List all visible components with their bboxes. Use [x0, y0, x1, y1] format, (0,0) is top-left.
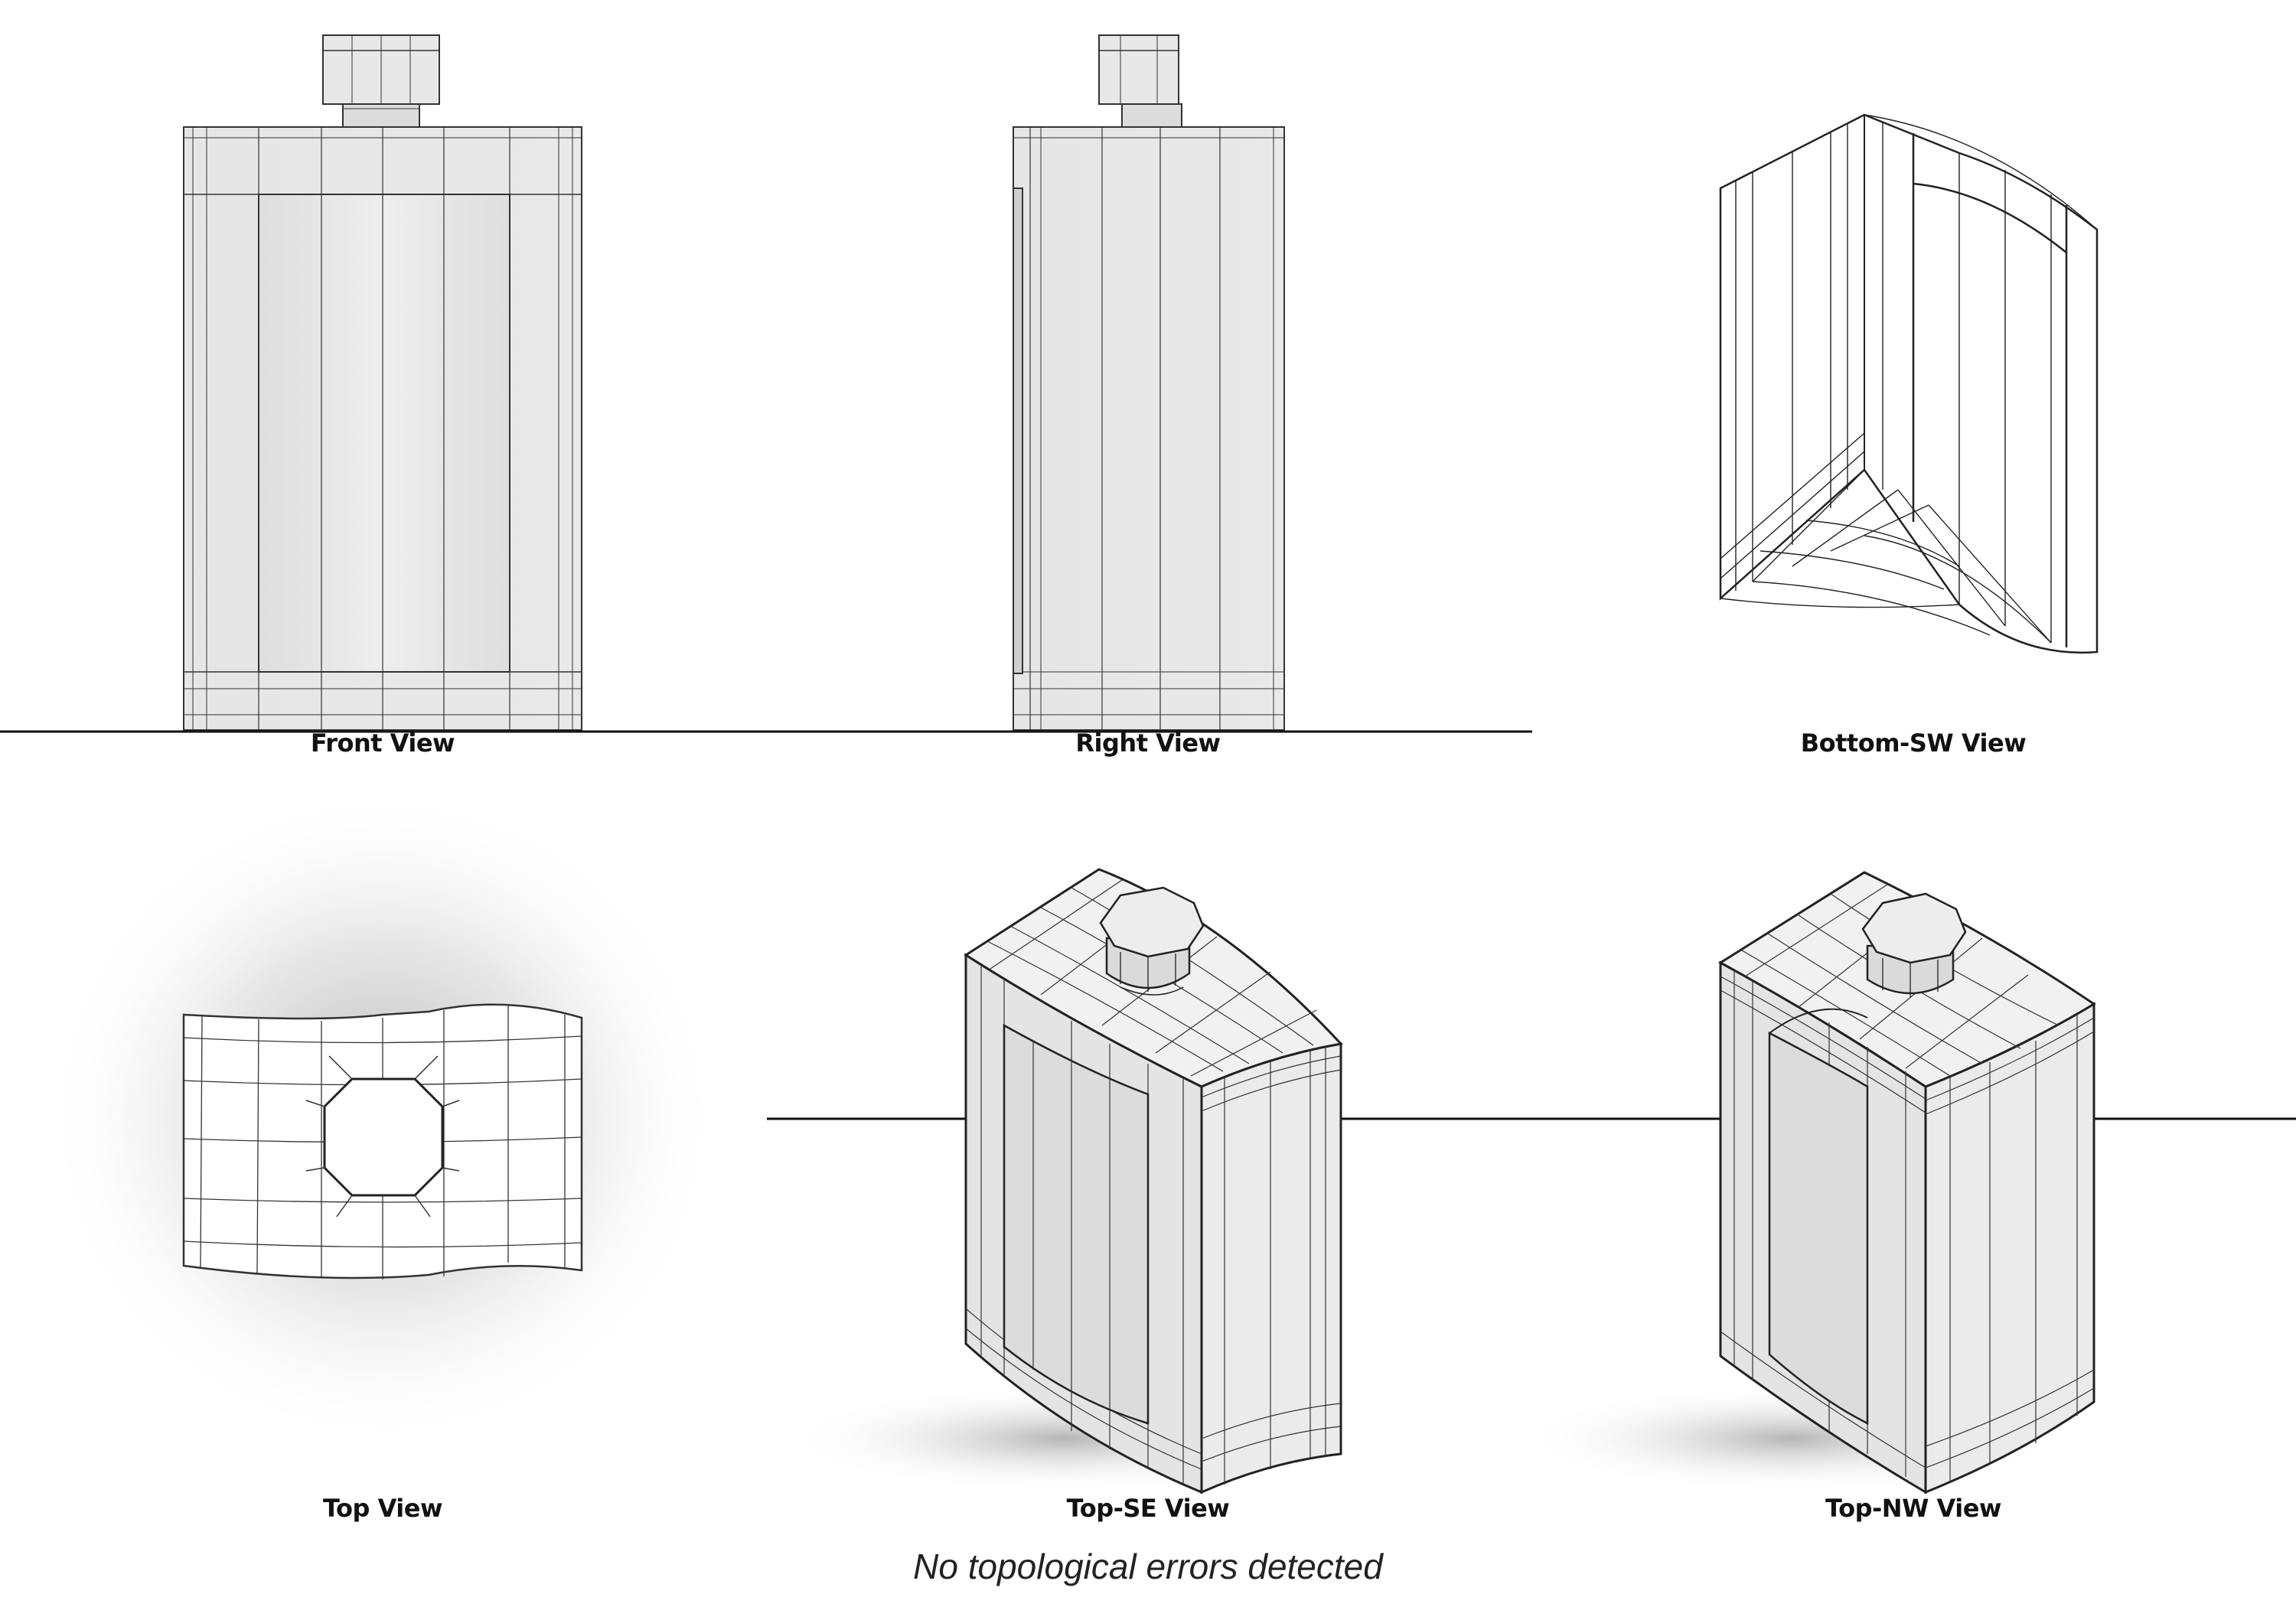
top-view-label: Top View	[322, 1494, 443, 1523]
top-se-view-label: Top-SE View	[1066, 1494, 1230, 1523]
topology-status-message: No topological errors detected	[913, 1547, 1383, 1586]
top-view-model	[46, 788, 719, 1446]
top-se-view-model	[788, 868, 1343, 1495]
top-nw-view-label: Top-NW View	[1825, 1494, 2001, 1523]
front-view-label: Front View	[310, 729, 455, 758]
bottom-sw-view-model	[1719, 113, 2099, 654]
right-view-model	[1013, 34, 1285, 731]
bottom-sw-view-label: Bottom-SW View	[1800, 729, 2027, 758]
top-nw-view-model	[1523, 871, 2096, 1495]
right-view-label: Right View	[1075, 729, 1221, 758]
front-view-model	[183, 34, 582, 731]
